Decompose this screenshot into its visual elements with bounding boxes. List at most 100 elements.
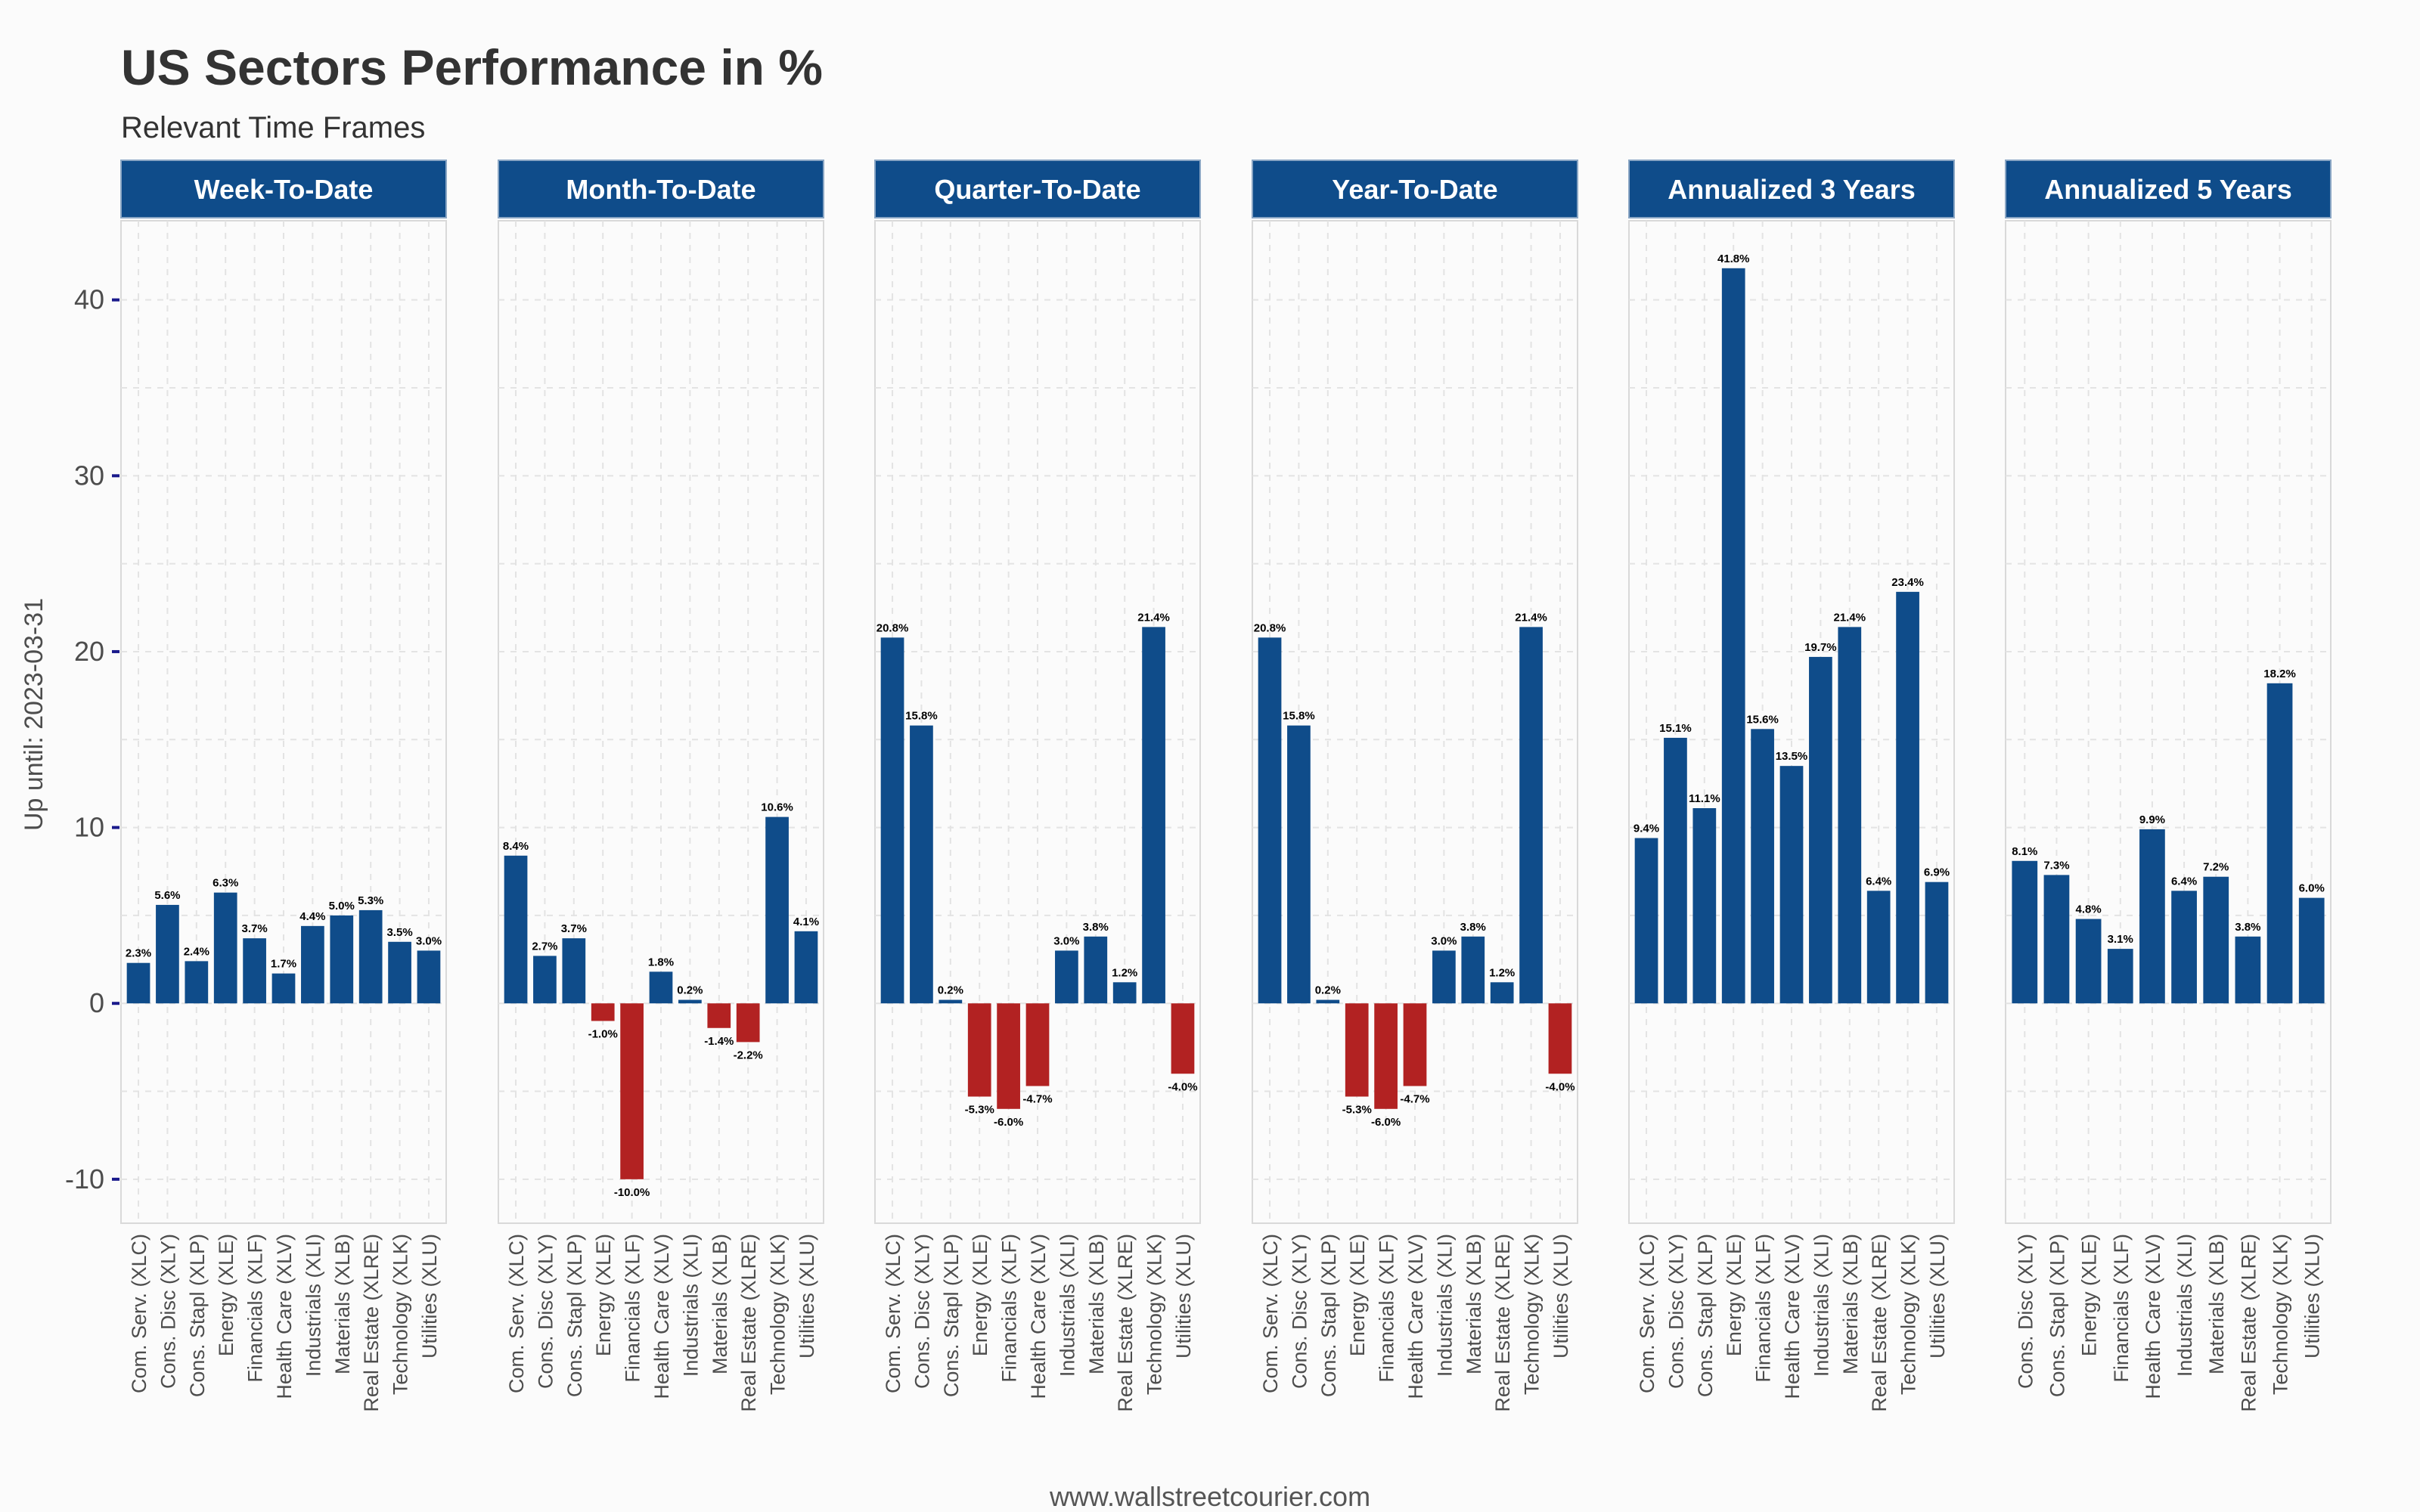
bar bbox=[649, 971, 673, 1004]
data-label: 18.2% bbox=[2263, 668, 2296, 680]
chart-title: US Sectors Performance in % bbox=[121, 39, 823, 95]
data-label: -2.2% bbox=[734, 1049, 763, 1061]
x-tick-label: Materials (XLB) bbox=[1463, 1234, 1485, 1374]
y-tick-label: 20 bbox=[74, 636, 104, 667]
x-tick-label: Industrials (XLI) bbox=[1056, 1234, 1078, 1377]
panel-title: Quarter-To-Date bbox=[934, 174, 1140, 205]
data-label: 3.8% bbox=[1460, 921, 1486, 934]
data-label: 8.1% bbox=[2012, 845, 2037, 858]
data-label: 9.9% bbox=[2139, 813, 2165, 826]
panel-3: Year-To-Date 20.8% Com. Serv. (XLC) 15.8% Co… bbox=[1252, 160, 1578, 1412]
data-label: -4.0% bbox=[1168, 1080, 1197, 1093]
data-label: 21.4% bbox=[1137, 611, 1170, 624]
bar bbox=[1171, 1003, 1195, 1074]
x-tick-label: Utilities (XLU) bbox=[1550, 1234, 1572, 1359]
bar bbox=[1403, 1003, 1427, 1086]
data-label: 3.0% bbox=[1431, 934, 1457, 947]
bar bbox=[1287, 725, 1311, 1004]
bar bbox=[1142, 627, 1165, 1004]
data-label: 13.5% bbox=[1776, 750, 1808, 763]
data-label: 7.3% bbox=[2043, 859, 2069, 872]
bar bbox=[1490, 982, 1514, 1004]
bar bbox=[794, 931, 818, 1004]
x-tick-label: Com. Serv. (XLC) bbox=[1259, 1234, 1282, 1393]
data-label: 0.2% bbox=[938, 984, 963, 997]
bar bbox=[2235, 936, 2261, 1004]
x-tick-label: Materials (XLB) bbox=[1085, 1234, 1108, 1374]
x-tick-label: Industrials (XLI) bbox=[302, 1234, 324, 1377]
data-label: 4.4% bbox=[299, 910, 325, 923]
bar bbox=[2139, 829, 2165, 1004]
x-tick-label: Technology (XLK) bbox=[1143, 1234, 1166, 1395]
data-label: -5.3% bbox=[965, 1104, 994, 1117]
x-tick-label: Energy (XLE) bbox=[969, 1234, 991, 1356]
bar bbox=[358, 909, 383, 1004]
x-tick-label: Materials (XLB) bbox=[2205, 1234, 2228, 1374]
bar bbox=[1692, 807, 1717, 1004]
x-tick-label: Com. Serv. (XLC) bbox=[128, 1234, 150, 1393]
x-tick-label: Utilities (XLU) bbox=[1926, 1234, 1949, 1359]
data-label: 0.2% bbox=[677, 984, 703, 997]
bar bbox=[2012, 860, 2038, 1004]
x-tick-label: Health Care (XLV) bbox=[273, 1234, 296, 1399]
data-label: -10.0% bbox=[614, 1186, 650, 1199]
bar bbox=[2298, 897, 2325, 1004]
y-tick-label: 10 bbox=[74, 812, 104, 843]
x-tick-label: Financials (XLF) bbox=[244, 1234, 267, 1383]
x-tick-label: Energy (XLE) bbox=[2078, 1234, 2101, 1356]
x-tick-label: Cons. Stapl (XLP) bbox=[2046, 1234, 2068, 1397]
bar bbox=[939, 999, 963, 1004]
panel-strip bbox=[874, 160, 1201, 218]
x-tick-label: Technology (XLK) bbox=[2270, 1234, 2292, 1395]
bar bbox=[620, 1003, 644, 1179]
x-tick-label: Technology (XLK) bbox=[389, 1234, 412, 1395]
panel-title: Year-To-Date bbox=[1332, 174, 1497, 205]
data-label: 19.7% bbox=[1804, 641, 1837, 654]
bar bbox=[533, 956, 557, 1004]
bar bbox=[1809, 656, 1832, 1004]
panel-title: Annualized 3 Years bbox=[1668, 174, 1915, 205]
data-label: 6.3% bbox=[213, 877, 238, 890]
data-label: -6.0% bbox=[1371, 1116, 1401, 1129]
panel-title: Month-To-Date bbox=[566, 174, 755, 205]
bar bbox=[156, 904, 179, 1004]
bar bbox=[678, 999, 702, 1004]
data-label: 1.7% bbox=[271, 958, 296, 971]
x-tick-label: Energy (XLE) bbox=[1346, 1234, 1369, 1356]
data-label: 20.8% bbox=[1254, 621, 1286, 634]
data-label: 5.0% bbox=[329, 900, 355, 912]
x-tick-label: Utilities (XLU) bbox=[2301, 1234, 2324, 1359]
data-label: 5.6% bbox=[154, 889, 180, 902]
bar bbox=[1084, 936, 1108, 1004]
x-tick-label: Real Estate (XLRE) bbox=[737, 1234, 760, 1412]
bar bbox=[2075, 919, 2102, 1004]
x-tick-label: Com. Serv. (XLC) bbox=[1636, 1234, 1658, 1393]
x-tick-label: Real Estate (XLRE) bbox=[1491, 1234, 1514, 1412]
y-tick-label: 0 bbox=[89, 987, 104, 1018]
x-tick-label: Cons. Disc (XLY) bbox=[2014, 1234, 2037, 1389]
data-label: 3.1% bbox=[2108, 933, 2133, 946]
x-tick-label: Technology (XLK) bbox=[1897, 1234, 1920, 1395]
bar bbox=[2266, 683, 2293, 1004]
data-label: 41.8% bbox=[1717, 253, 1750, 265]
bar bbox=[1751, 729, 1774, 1004]
data-label: 4.8% bbox=[2076, 903, 2102, 916]
data-label: -6.0% bbox=[994, 1116, 1023, 1129]
data-label: 3.7% bbox=[242, 922, 268, 935]
x-tick-label: Health Care (XLV) bbox=[2142, 1234, 2164, 1399]
x-tick-label: Real Estate (XLRE) bbox=[360, 1234, 383, 1412]
data-label: -4.0% bbox=[1545, 1080, 1575, 1093]
data-label: 3.0% bbox=[416, 934, 442, 947]
bar bbox=[243, 938, 266, 1004]
data-label: 1.8% bbox=[648, 956, 674, 968]
data-label: 20.8% bbox=[876, 621, 909, 634]
bar bbox=[1316, 999, 1340, 1004]
panel-strip bbox=[498, 160, 824, 218]
x-tick-label: Industrials (XLI) bbox=[2173, 1234, 2196, 1377]
bar bbox=[1721, 268, 1745, 1004]
bar bbox=[1258, 637, 1282, 1004]
x-tick-label: Cons. Disc (XLY) bbox=[1665, 1234, 1687, 1389]
data-label: 5.3% bbox=[358, 894, 383, 907]
y-tick-label: 30 bbox=[74, 460, 104, 491]
panel-strip bbox=[1252, 160, 1578, 218]
